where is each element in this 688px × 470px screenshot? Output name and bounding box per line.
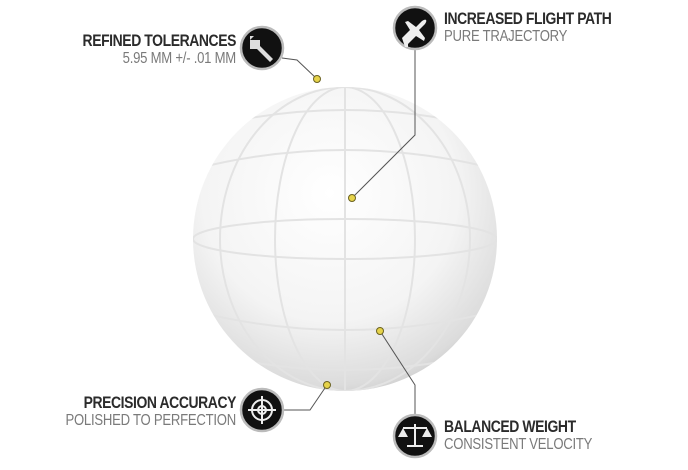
callout-dot xyxy=(376,327,384,335)
feature-subtitle: CONSISTENT VELOCITY xyxy=(444,436,593,453)
leader-lines xyxy=(281,50,416,414)
feature-precision-accuracy: PRECISION ACCURACY POLISHED TO PERFECTIO… xyxy=(16,394,236,429)
crosshair-icon xyxy=(239,387,285,433)
scales-icon xyxy=(392,413,438,459)
feature-title: PRECISION ACCURACY xyxy=(83,393,237,412)
feature-flight-path: INCREASED FLIGHT PATH PURE TRAJECTORY xyxy=(444,10,648,45)
feature-balanced-weight: BALANCED WEIGHT CONSISTENT VELOCITY xyxy=(444,418,625,453)
feature-subtitle: PURE TRAJECTORY xyxy=(444,28,568,45)
feature-title: REFINED TOLERANCES xyxy=(82,31,237,50)
caliper-icon xyxy=(239,25,285,71)
feature-subtitle: POLISHED TO PERFECTION xyxy=(65,412,236,429)
feature-refined-tolerances: REFINED TOLERANCES 5.95 MM +/- .01 MM xyxy=(16,31,237,67)
feature-subtitle: 5.95 MM +/- .01 MM xyxy=(122,50,237,67)
callout-dot xyxy=(313,75,321,83)
feature-title: INCREASED FLIGHT PATH xyxy=(444,9,612,28)
callout-dot xyxy=(348,194,356,202)
callout-dot xyxy=(323,381,331,389)
airplane-icon xyxy=(392,5,438,51)
feature-title: BALANCED WEIGHT xyxy=(444,417,576,436)
